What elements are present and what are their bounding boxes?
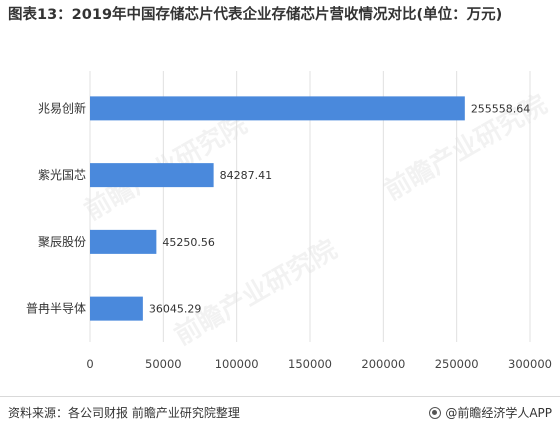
x-tick-label: 200000 — [361, 357, 405, 371]
brand-logo-icon — [429, 406, 442, 419]
x-tick-labels: 0 50000 100000 150000 200000 250000 300000 — [86, 357, 552, 371]
x-tick-label: 150000 — [288, 357, 332, 371]
category-label: 兆易创新 — [38, 100, 86, 115]
value-label: 255558.64 — [471, 102, 531, 115]
brand-label: @前瞻经济学人APP — [445, 406, 552, 420]
category-label: 紫光国芯 — [38, 168, 86, 182]
watermark-text: 前瞻产业研究院 — [169, 234, 342, 352]
x-tick-label: 50000 — [145, 357, 182, 371]
value-label: 84287.41 — [220, 169, 272, 182]
brand: @前瞻经济学人APP — [429, 404, 552, 421]
x-tick-label: 100000 — [215, 357, 259, 371]
x-tick-label: 0 — [86, 357, 93, 371]
category-label: 聚辰股份 — [38, 235, 86, 249]
value-label: 36045.29 — [149, 303, 202, 316]
value-label: 45250.56 — [162, 236, 215, 249]
bar-chart: 前瞻产业研究院前瞻产业研究院前瞻产业研究院 兆易创新紫光国芯聚辰股份普冉半导体 … — [26, 71, 552, 371]
chart-title: 图表13：2019年中国存储芯片代表企业存储芯片营收情况对比(单位：万元) — [8, 7, 503, 23]
bar — [90, 96, 465, 121]
x-tick-label: 250000 — [435, 357, 479, 371]
category-label: 普冉半导体 — [26, 302, 86, 316]
bar — [90, 229, 157, 254]
bars — [90, 96, 465, 321]
x-tick-label: 300000 — [508, 357, 552, 371]
bar — [90, 296, 143, 321]
value-labels: 255558.64 84287.41 45250.56 36045.29 — [149, 102, 530, 315]
bar — [90, 163, 214, 188]
source-note: 资料来源：各公司财报 前瞻产业研究院整理 — [8, 406, 240, 420]
footer: 资料来源：各公司财报 前瞻产业研究院整理 @前瞻经济学人APP — [0, 396, 560, 428]
